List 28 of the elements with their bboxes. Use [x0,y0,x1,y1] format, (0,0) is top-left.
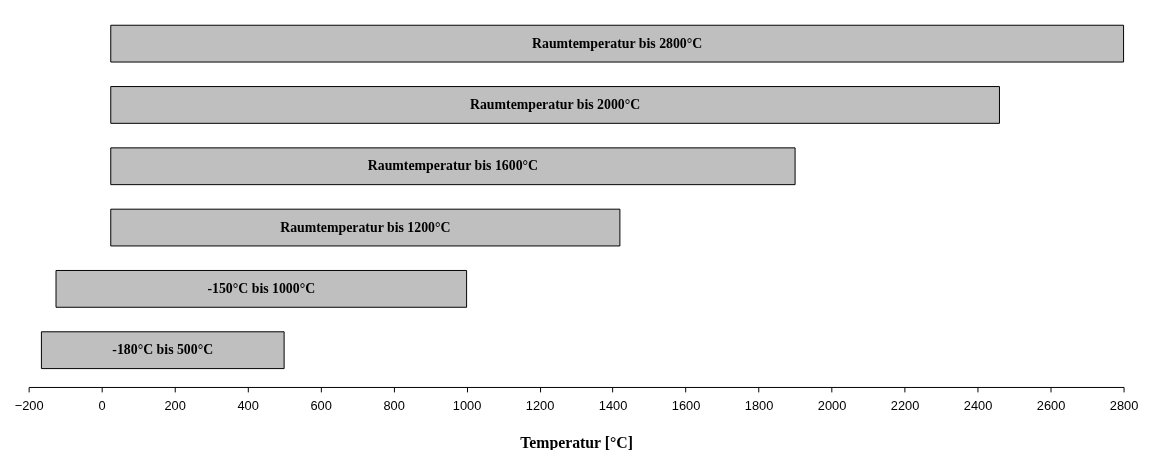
annotation: Raumtemperatur bis 1600°C [367,158,539,174]
x-tick-label: 1600 [671,398,701,414]
annotation: Raumtemperatur bis 2800°C [532,35,703,51]
x-tick-label: 2800 [1109,398,1139,414]
annotation: Raumtemperatur bis 2000°C [469,96,641,112]
x-tick-label: 1000 [452,398,482,414]
x-tick-label: 0 [98,398,106,414]
annotation: -150°C bis 1000°C [207,280,316,296]
bar [40,331,285,370]
x-tick-label: 400 [237,398,259,414]
x-tick-label: 1400 [598,398,628,414]
x-tick-label: 2200 [890,398,920,414]
x-tick-label: 1800 [744,398,774,414]
annotation: Raumtemperatur bis 1200°C [280,219,451,235]
x-tick-label: 1200 [525,398,555,414]
x-tick-label: 800 [383,398,405,414]
x-tick-label: 200 [164,398,186,414]
annotation: -180°C bis 500°C [112,342,214,358]
x-tick-label: 2400 [963,398,993,414]
bar [110,24,1125,63]
x-tick-label: 2000 [817,398,847,414]
x-tick-label: 600 [310,398,332,414]
bar [110,208,621,247]
x-tick-label: −200 [14,398,44,414]
bar [55,269,468,308]
x-tick-label: 2600 [1036,398,1066,414]
bar [110,86,1000,124]
bar [110,147,796,186]
